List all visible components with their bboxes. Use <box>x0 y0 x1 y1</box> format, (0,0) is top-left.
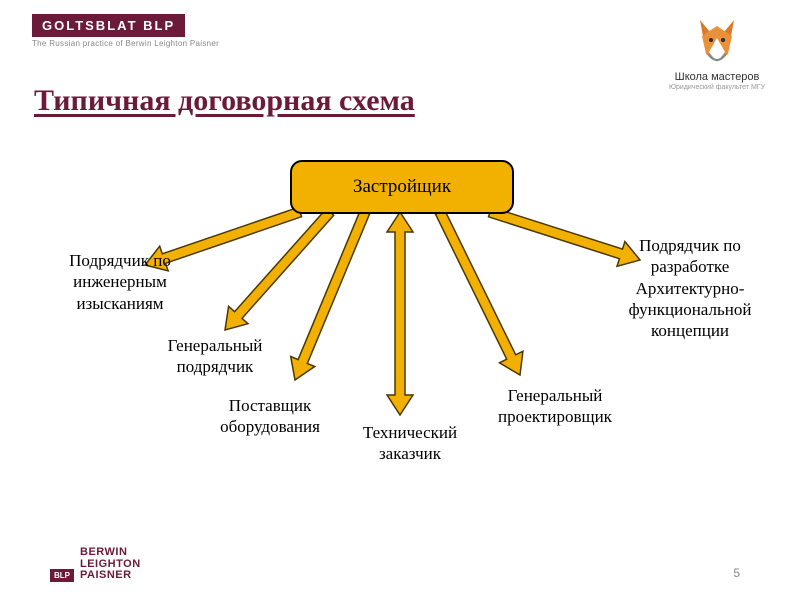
logo-school-title: Школа мастеров <box>662 71 772 83</box>
logo-blp-text: BERWIN LEIGHTON PAISNER <box>80 547 141 582</box>
logo-goltsblat-sub: The Russian practice of Berwin Leighton … <box>32 39 219 48</box>
node-label-4: Генеральныйпроектировщик <box>465 385 645 428</box>
arrow <box>225 209 334 330</box>
logo-goltsblat-text: GOLTSBLAT BLP <box>32 14 185 37</box>
arrow <box>291 210 370 380</box>
root-node: Застройщик <box>290 160 514 214</box>
node-label-3: Техническийзаказчик <box>330 422 490 465</box>
node-label-5: Подрядчик поразработкеАрхитектурно-функц… <box>590 235 790 341</box>
node-label-1: Генеральныйподрядчик <box>135 335 295 378</box>
diagram: Застройщик Подрядчик поинженернымизыскани… <box>0 140 800 540</box>
logo-school: Школа мастеров Юридический факультет МГУ <box>662 14 772 91</box>
logo-school-sub: Юридический факультет МГУ <box>662 84 772 91</box>
node-label-2: Поставщикоборудования <box>190 395 350 438</box>
arrow <box>436 210 523 375</box>
page-number: 5 <box>733 566 740 580</box>
node-label-0: Подрядчик поинженернымизысканиям <box>40 250 200 314</box>
fox-icon <box>692 14 742 64</box>
page-title: Типичная договорная схема <box>34 84 415 118</box>
logo-blp-mark: BLP <box>50 569 74 582</box>
logo-goltsblat: GOLTSBLAT BLP The Russian practice of Be… <box>32 14 219 48</box>
arrow <box>387 212 413 415</box>
logo-blp: BLP BERWIN LEIGHTON PAISNER <box>50 547 141 582</box>
